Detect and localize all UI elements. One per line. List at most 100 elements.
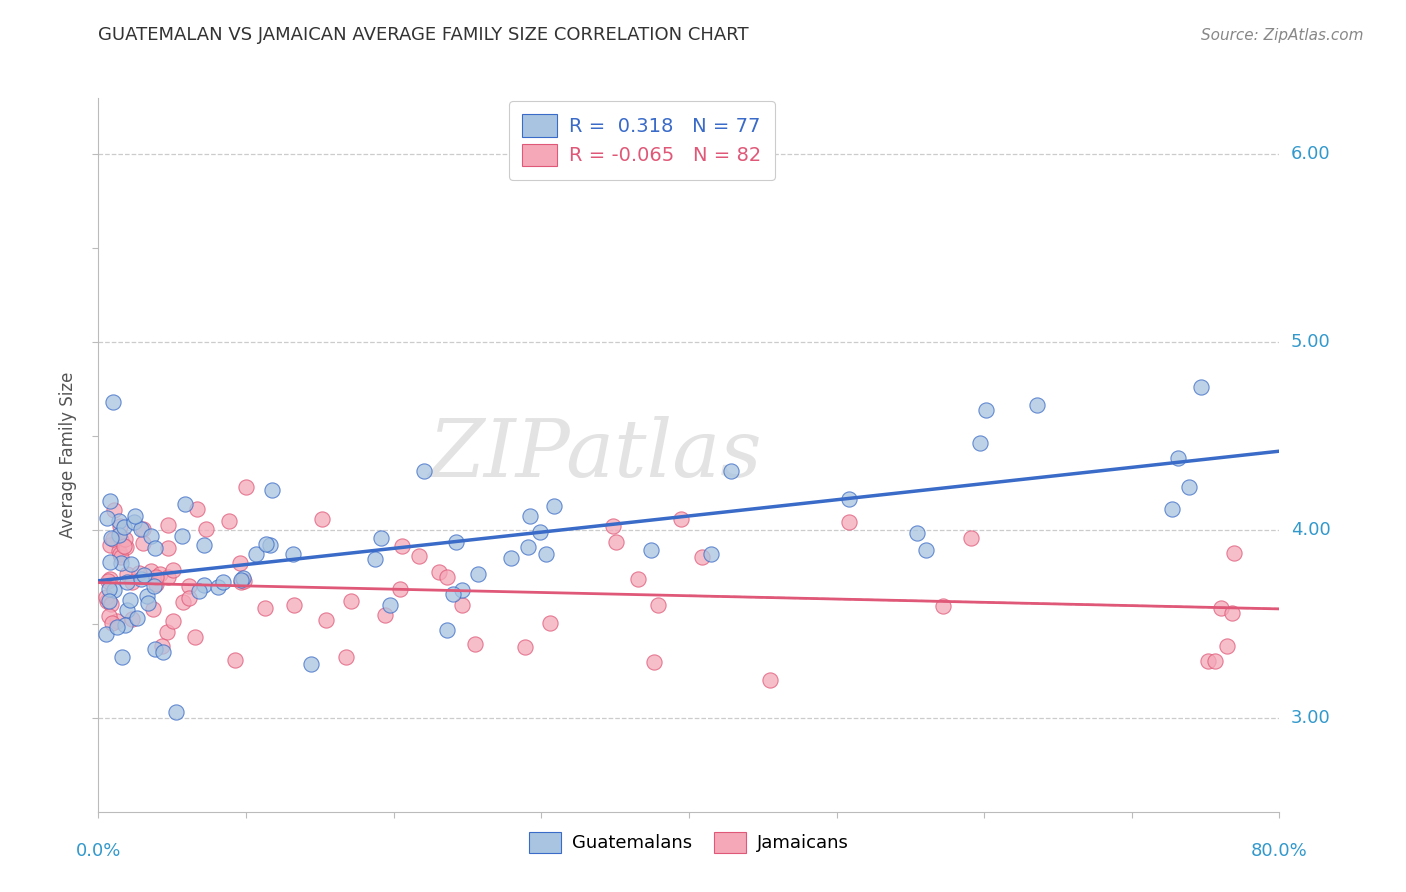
Point bbox=[98, 555, 121, 569]
Point bbox=[960, 531, 983, 545]
Point bbox=[374, 607, 396, 622]
Point bbox=[281, 547, 304, 561]
Point bbox=[516, 541, 538, 555]
Point bbox=[529, 525, 551, 540]
Point bbox=[110, 533, 132, 547]
Point bbox=[759, 673, 782, 687]
Point bbox=[108, 527, 131, 541]
Point bbox=[543, 499, 565, 513]
Point bbox=[111, 650, 134, 665]
Point bbox=[720, 464, 742, 478]
Point bbox=[905, 526, 928, 541]
Point bbox=[101, 395, 124, 409]
Point bbox=[165, 705, 187, 719]
Point bbox=[125, 611, 148, 625]
Point bbox=[115, 603, 138, 617]
Point bbox=[340, 594, 363, 608]
Point bbox=[152, 639, 174, 653]
Point bbox=[640, 543, 662, 558]
Point bbox=[1198, 654, 1220, 668]
Point bbox=[103, 533, 125, 547]
Point bbox=[1209, 601, 1232, 615]
Text: 3.00: 3.00 bbox=[1291, 709, 1330, 727]
Point bbox=[108, 547, 131, 561]
Point bbox=[107, 620, 129, 634]
Point bbox=[1161, 502, 1184, 516]
Point bbox=[120, 557, 142, 571]
Point bbox=[838, 491, 860, 506]
Point bbox=[1178, 480, 1201, 494]
Point bbox=[229, 575, 252, 590]
Point bbox=[149, 567, 172, 582]
Point bbox=[152, 645, 174, 659]
Point bbox=[605, 534, 627, 549]
Point bbox=[450, 583, 472, 598]
Point bbox=[519, 508, 541, 523]
Legend: Guatemalans, Jamaicans: Guatemalans, Jamaicans bbox=[517, 821, 860, 863]
Point bbox=[143, 579, 166, 593]
Point bbox=[380, 598, 402, 612]
Point bbox=[838, 515, 860, 529]
Point bbox=[96, 594, 118, 608]
Point bbox=[145, 576, 167, 591]
Point bbox=[700, 547, 723, 561]
Point bbox=[98, 594, 121, 608]
Point bbox=[218, 514, 240, 528]
Point bbox=[408, 549, 430, 563]
Point bbox=[969, 436, 991, 450]
Point bbox=[212, 575, 235, 590]
Point bbox=[1167, 451, 1189, 466]
Point bbox=[136, 590, 159, 604]
Point bbox=[143, 541, 166, 556]
Point bbox=[232, 574, 254, 588]
Point bbox=[98, 493, 121, 508]
Point bbox=[389, 582, 412, 596]
Point bbox=[124, 508, 146, 523]
Point bbox=[335, 650, 357, 665]
Point bbox=[207, 580, 229, 594]
Point bbox=[311, 512, 333, 526]
Point bbox=[108, 514, 131, 528]
Point bbox=[156, 517, 179, 532]
Point bbox=[100, 597, 122, 611]
Point bbox=[1220, 606, 1243, 620]
Point bbox=[1204, 654, 1226, 668]
Point bbox=[254, 537, 277, 551]
Y-axis label: Average Family Size: Average Family Size bbox=[59, 372, 77, 538]
Point bbox=[134, 567, 156, 582]
Point bbox=[141, 601, 163, 615]
Text: ZIPatlas: ZIPatlas bbox=[427, 417, 761, 493]
Point bbox=[370, 532, 392, 546]
Point bbox=[499, 551, 522, 566]
Text: 6.00: 6.00 bbox=[1291, 145, 1330, 163]
Point bbox=[156, 541, 179, 556]
Point bbox=[98, 582, 121, 596]
Point bbox=[602, 519, 624, 533]
Text: 0.0%: 0.0% bbox=[76, 842, 121, 860]
Point bbox=[128, 566, 150, 580]
Point bbox=[188, 583, 211, 598]
Point bbox=[444, 535, 467, 549]
Point bbox=[105, 615, 128, 629]
Text: 80.0%: 80.0% bbox=[1251, 842, 1308, 860]
Point bbox=[121, 612, 143, 626]
Point bbox=[115, 540, 138, 554]
Point bbox=[162, 562, 184, 576]
Point bbox=[132, 522, 155, 536]
Point bbox=[173, 497, 195, 511]
Point bbox=[114, 532, 136, 546]
Point bbox=[627, 572, 650, 586]
Point bbox=[1216, 640, 1239, 654]
Point bbox=[141, 564, 163, 578]
Point bbox=[1222, 546, 1244, 560]
Point bbox=[228, 556, 250, 570]
Point bbox=[136, 596, 159, 610]
Point bbox=[186, 501, 208, 516]
Point bbox=[299, 657, 322, 671]
Point bbox=[427, 565, 450, 579]
Point bbox=[464, 637, 486, 651]
Point bbox=[364, 552, 387, 566]
Point bbox=[97, 609, 120, 624]
Point bbox=[172, 594, 194, 608]
Point bbox=[451, 598, 474, 612]
